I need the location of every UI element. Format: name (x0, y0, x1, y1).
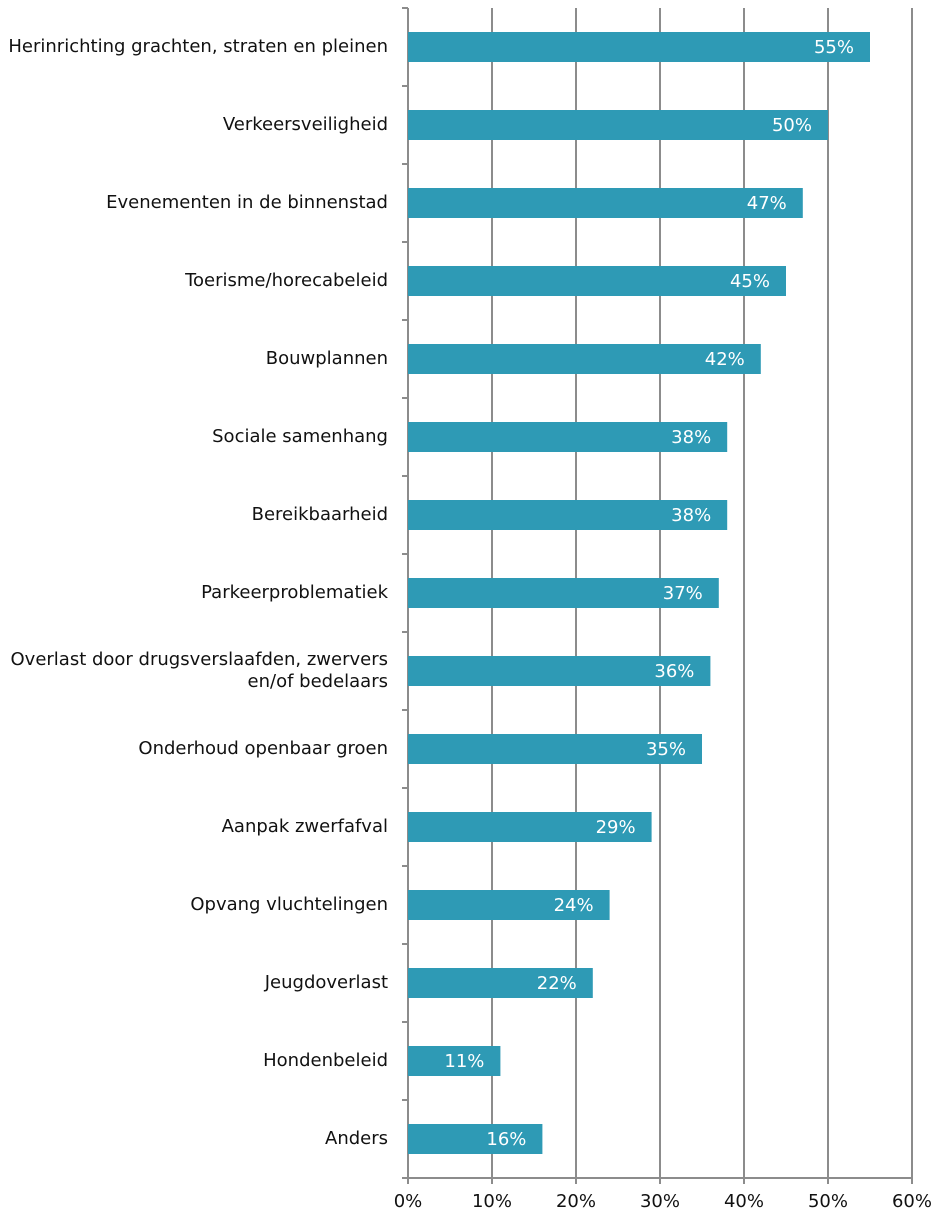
bar (408, 812, 652, 842)
category-label: Bouwplannen (265, 348, 388, 369)
category-label: Opvang vluchtelingen (190, 894, 388, 915)
data-label: 47% (747, 193, 787, 214)
bar (408, 32, 870, 62)
data-label: 55% (814, 37, 854, 58)
bar (408, 344, 761, 374)
data-label: 16% (486, 1129, 526, 1150)
data-label: 11% (444, 1051, 484, 1072)
data-label: 45% (730, 271, 770, 292)
bar (408, 968, 593, 998)
category-label: Bereikbaarheid (251, 504, 388, 525)
category-label: Onderhoud openbaar groen (138, 738, 388, 759)
data-label: 38% (671, 505, 711, 526)
x-tick-label: 30% (640, 1191, 680, 1212)
category-label: Sociale samenhang (212, 426, 388, 447)
data-label: 35% (646, 739, 686, 760)
bar (408, 578, 719, 608)
bar (408, 890, 610, 920)
data-label: 50% (772, 115, 812, 136)
data-label: 38% (671, 427, 711, 448)
bar (408, 1046, 501, 1076)
data-label: 22% (537, 973, 577, 994)
bar (408, 422, 728, 452)
data-label: 29% (596, 817, 636, 838)
bar (408, 266, 786, 296)
x-tick-label: 40% (724, 1191, 764, 1212)
category-label: Jeugdoverlast (264, 972, 388, 993)
category-label: Toerisme/horecabeleid (185, 270, 388, 291)
bar (408, 1124, 543, 1154)
data-label: 37% (663, 583, 703, 604)
category-label: Hondenbeleid (263, 1050, 388, 1071)
category-label: Overlast door drugsverslaafden, zwervers… (10, 649, 389, 692)
bar (408, 500, 728, 530)
category-label: Herinrichting grachten, straten en plein… (8, 36, 388, 57)
category-label: Evenementen in de binnenstad (106, 192, 388, 213)
bar (408, 110, 828, 140)
bar (408, 734, 702, 764)
category-label: Aanpak zwerfafval (221, 816, 388, 837)
data-label: 42% (705, 349, 745, 370)
data-label: 24% (554, 895, 594, 916)
x-tick-label: 20% (556, 1191, 596, 1212)
category-label: Anders (325, 1128, 388, 1149)
x-tick-label: 60% (892, 1191, 932, 1212)
category-label: Verkeersveiligheid (222, 114, 388, 135)
category-label: Parkeerproblematiek (201, 582, 388, 603)
x-tick-label: 0% (394, 1191, 423, 1212)
bar (408, 188, 803, 218)
x-tick-label: 50% (808, 1191, 848, 1212)
data-label: 36% (654, 661, 694, 682)
bar (408, 656, 711, 686)
x-tick-label: 10% (472, 1191, 512, 1212)
